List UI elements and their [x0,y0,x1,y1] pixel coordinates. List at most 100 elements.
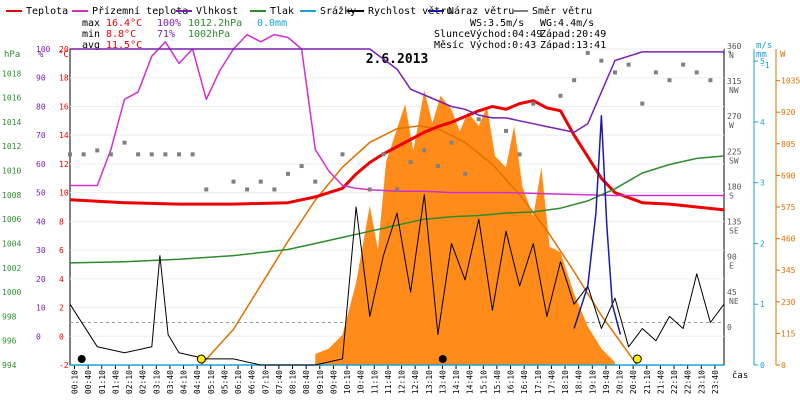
unit-pressure: hPa [4,50,20,60]
stats-moon-rise: Východ:0:43 [470,39,536,51]
unit-humidity: % [38,50,44,60]
y-tick-humidity: 30 [36,246,46,255]
stats-wind-speed: WS:3.5m/s [470,18,524,29]
x-tick-label: 07:40 [275,370,284,394]
wind-direction-point [258,179,263,184]
stats-block: max 16.4°C 100% 1012.2hPa 0.0mm min 8.8°… [82,18,606,51]
unit-direction: ° [727,50,732,60]
wind-direction-point [613,70,617,75]
axes: hPa% °C °m/smm Wčas994996998100010021004100… [2,41,800,394]
y-tick-temperature: 16 [59,102,69,111]
y-tick-temperature: 14 [59,131,69,140]
y-tick-wind: 1 [760,300,765,309]
wind-direction-point [517,152,522,157]
x-tick-label: 20:10 [616,370,625,394]
unit-rain: mm [756,50,767,60]
wind-direction-point [381,152,386,157]
legend-label: Vlhkost [196,6,238,17]
stats-sun-label: Slunce [434,29,470,40]
y-tick-humidity: 10 [36,304,46,313]
plot-area [68,33,725,366]
y-tick-pressure: 1012 [2,142,21,151]
y-tick-direction: 135 [727,218,742,227]
moon-rise-marker [77,355,86,363]
stats-avg-temp: 11.5°C [106,40,142,51]
x-tick-label: 11:40 [384,370,393,394]
y-tick-temperature: 2 [59,304,64,313]
x-tick-label: 16:40 [520,370,529,394]
x-tick-label: 18:40 [575,370,584,394]
x-tick-label: 21:10 [643,370,652,394]
x-tick-label: 21:40 [656,370,665,394]
y-tick-solar: 345 [781,266,796,275]
y-tick-temperature: 10 [59,189,69,198]
stats-avg-label: avg [82,40,100,51]
wind-direction-point [245,187,250,192]
stats-max-rain: 0.0mm [257,18,287,29]
y-tick-temperature: -2 [59,361,69,370]
x-tick-label: 15:10 [479,370,488,394]
wind-direction-point [463,171,468,176]
wind-direction-point [504,128,508,133]
wind-direction-point [558,93,563,98]
stats-min-temp: 8.8°C [106,29,136,40]
x-tick-label: 22:40 [684,370,693,394]
y-tick-pressure: 1010 [2,167,21,176]
legend-label: Srážky [320,5,356,17]
x-tick-label: 05:10 [207,370,216,394]
wind-direction-point [286,171,290,176]
wind-direction-point [149,152,154,157]
unit-temperature: °C [58,50,69,60]
series-line [70,33,724,197]
legend-label: Náraz větru [448,5,514,17]
y-tick-direction: 0 [727,323,732,332]
series-line [69,99,725,212]
x-tick-label: 16:10 [507,370,516,394]
x-tick-label: 00:40 [84,370,93,394]
wind-direction-point [653,70,658,75]
wind-direction-point [68,152,72,157]
y-tick-humidity: 20 [36,275,46,284]
stats-max-label: max [82,18,100,29]
wind-direction-point [136,152,141,157]
y-tick-solar: 805 [781,140,796,149]
y-tick-direction: 360 [727,42,742,51]
y-tick-pressure: 1008 [2,191,21,200]
y-tick-humidity: 90 [36,74,46,83]
wind-direction-point [408,160,413,165]
x-tick-label: 01:10 [98,370,107,394]
y-tick-direction-name: NW [729,86,739,95]
wind-direction-point [667,78,672,83]
wind-direction-point [272,187,277,192]
stats-max-pressure: 1012.2hPa [188,18,242,29]
legend-label: Tlak [270,6,294,17]
y-tick-direction: 180 [727,182,742,191]
x-tick-label: 14:40 [466,370,475,394]
legend-label: Rychlost větru [368,5,452,17]
wind-direction-point [122,140,127,145]
wind-direction-point [177,152,181,157]
series-line [69,155,725,264]
y-tick-solar: 920 [781,108,796,117]
unit-time: čas [732,370,748,381]
wind-direction-point [640,101,645,106]
y-tick-wind: 4 [760,118,765,127]
x-tick-label: 06:10 [234,370,243,394]
series-line [69,194,725,366]
stats-min-humidity: 71% [157,29,175,40]
y-tick-direction-name: E [729,262,734,271]
y-tick-humidity: 40 [36,217,46,226]
stats-wind-gust: WG:4.4m/s [540,18,594,29]
y-tick-pressure: 1000 [2,288,21,297]
x-tick-label: 00:10 [71,370,80,394]
y-tick-solar: 460 [781,235,796,244]
y-tick-rain: -1 [760,61,770,70]
x-tick-label: 11:10 [370,370,379,394]
wind-direction-point [435,164,440,169]
x-tick-label: 19:40 [602,370,611,394]
wind-direction-point [81,152,86,157]
wind-direction-point [231,179,236,184]
solar-theoretical-line [200,125,638,366]
